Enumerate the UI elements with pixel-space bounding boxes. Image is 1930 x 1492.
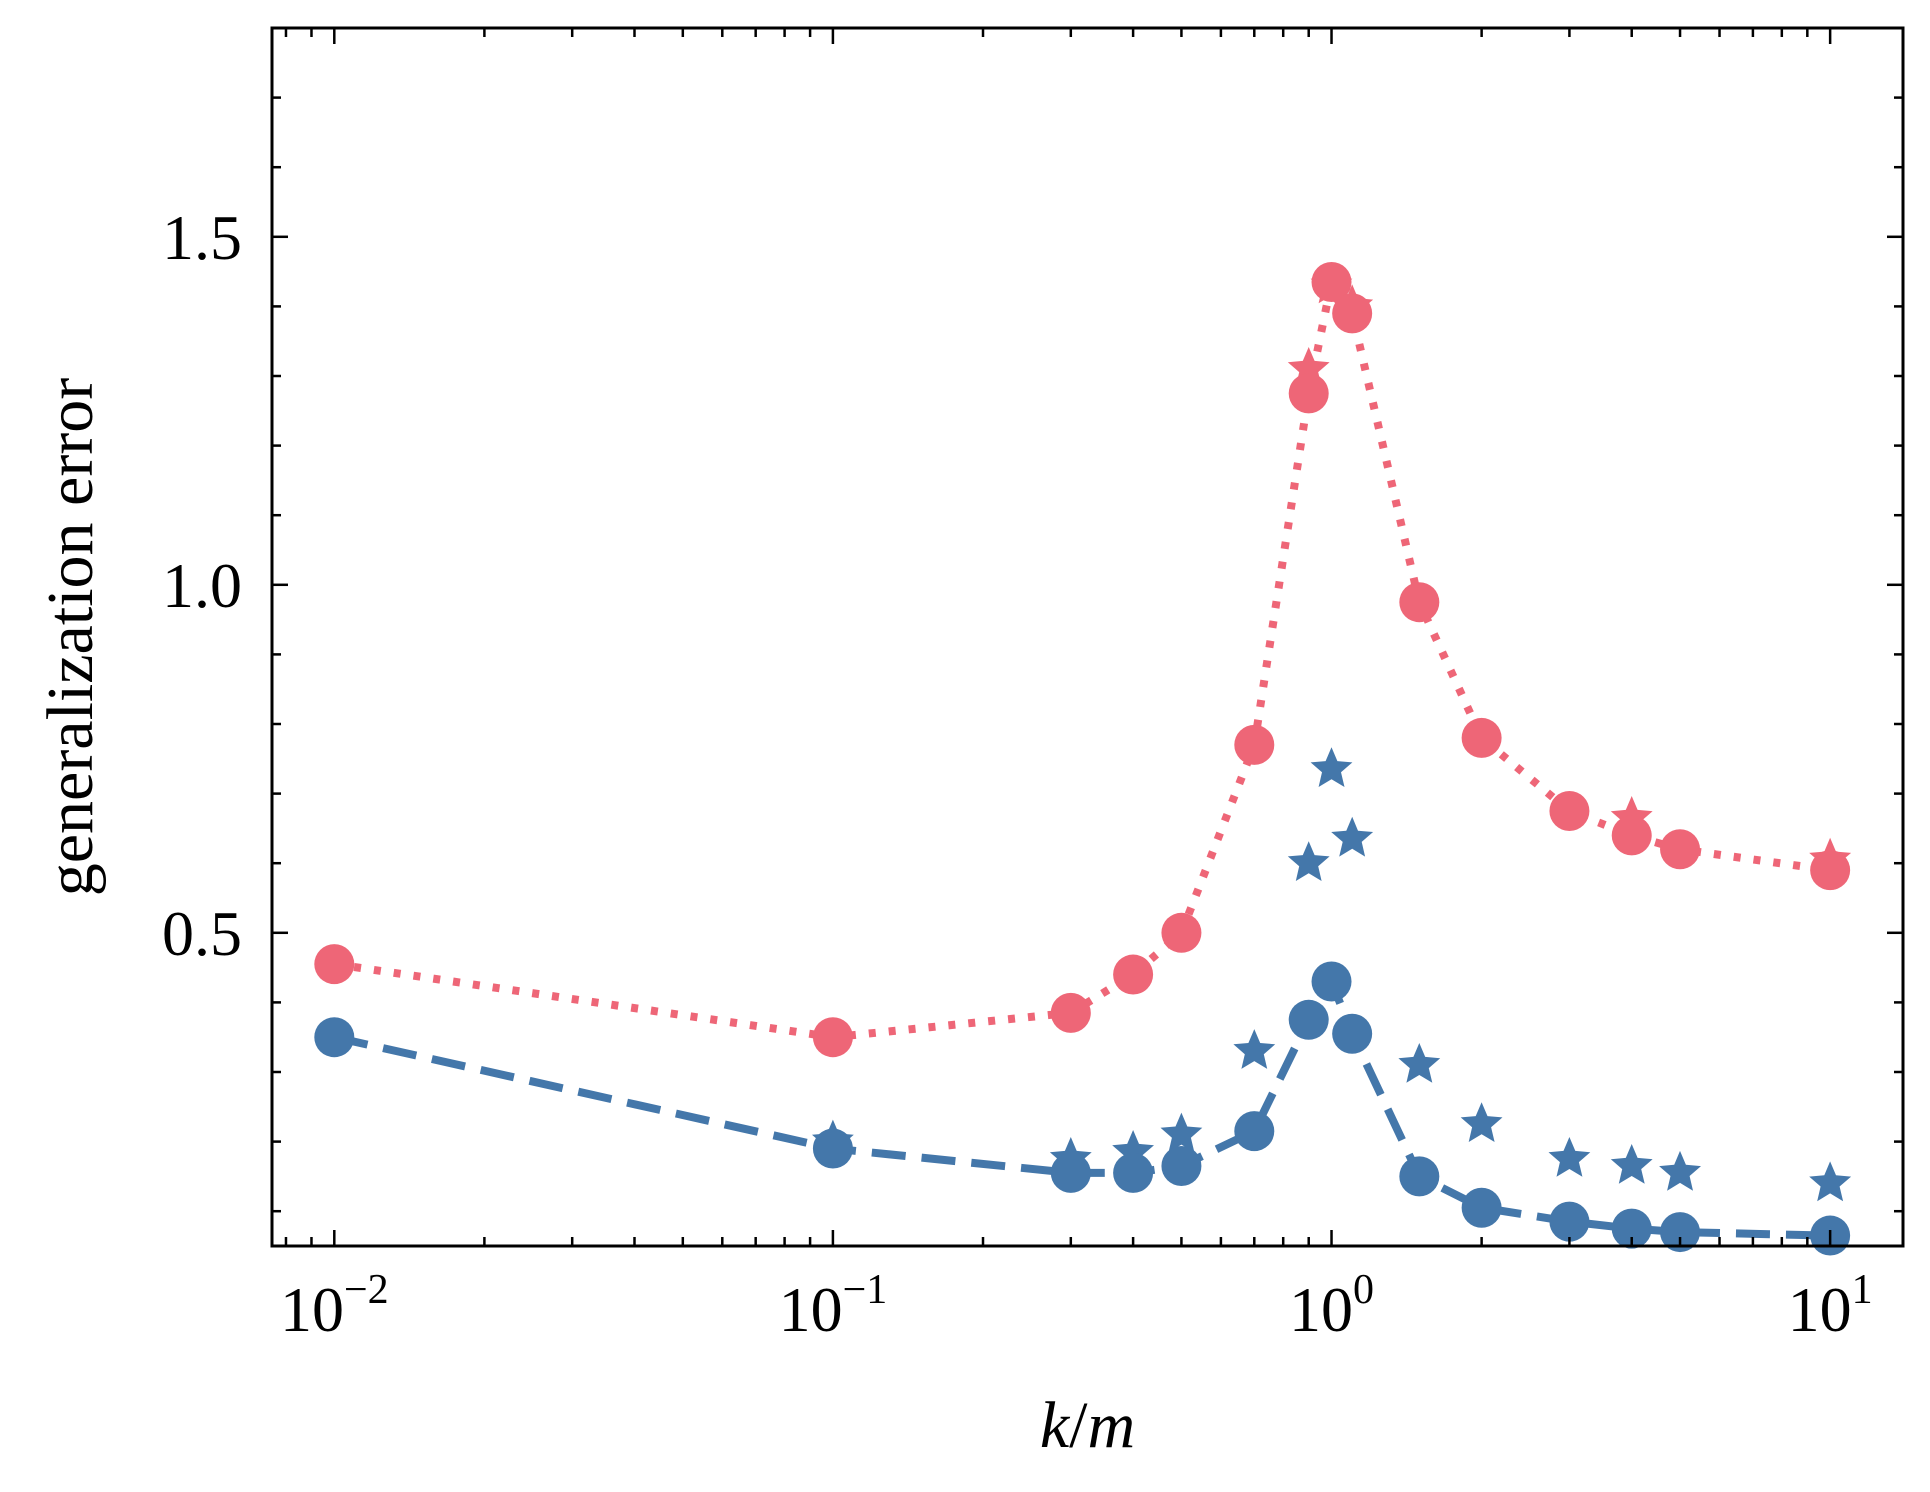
- circle-marker: [1611, 815, 1652, 856]
- circle-marker: [812, 1128, 853, 1169]
- y-tick-label: 1.5: [162, 202, 242, 273]
- circle-marker: [1113, 1152, 1154, 1193]
- star-marker: [1233, 1029, 1276, 1069]
- star-marker: [1659, 1150, 1701, 1191]
- circle-marker: [1549, 791, 1590, 831]
- star-marker: [1331, 816, 1374, 857]
- circle-marker: [1050, 992, 1091, 1033]
- star-marker: [1160, 1112, 1203, 1153]
- star-marker: [1460, 1102, 1503, 1142]
- x-tick-label-base: 10: [1289, 1274, 1353, 1345]
- y-axis-title: generalization error: [34, 378, 107, 897]
- x-axis-title-sep: /: [1069, 1389, 1088, 1462]
- x-tick-label-exponent: −2: [344, 1267, 389, 1313]
- circle-marker: [1660, 1212, 1701, 1253]
- star-marker: [1610, 1144, 1653, 1184]
- x-tick-label-exponent: 0: [1353, 1267, 1374, 1313]
- circle-marker: [1113, 954, 1154, 995]
- y-tick-label: 1.0: [162, 550, 242, 621]
- circle-marker: [812, 1017, 853, 1058]
- circle-marker: [1288, 999, 1329, 1040]
- circle-marker: [1332, 293, 1373, 334]
- circle-marker: [1660, 829, 1701, 870]
- x-tick-label: 100: [1289, 1267, 1374, 1345]
- y-tick-label: 0.5: [162, 898, 242, 969]
- circle-marker: [1611, 1208, 1652, 1249]
- x-tick-label-base: 10: [280, 1274, 344, 1345]
- circle-marker: [1288, 373, 1329, 414]
- series-layer: [314, 262, 1852, 1256]
- circle-marker: [1234, 724, 1275, 765]
- circle-marker: [1399, 582, 1440, 623]
- x-tick-label: 10−2: [280, 1267, 389, 1345]
- circle-marker: [1461, 1187, 1502, 1228]
- x-axis-title-var1: k: [1040, 1389, 1071, 1462]
- circle-marker: [1311, 961, 1352, 1002]
- circle-marker: [314, 944, 355, 985]
- x-axis-title: k/m: [1040, 1389, 1135, 1462]
- circle-marker: [1549, 1201, 1590, 1242]
- circle-marker: [1050, 1152, 1091, 1193]
- x-tick-label-exponent: 1: [1852, 1267, 1873, 1313]
- circle-marker: [1332, 1013, 1373, 1054]
- x-tick-label: 10−1: [779, 1267, 888, 1345]
- star-marker: [1398, 1043, 1441, 1083]
- star-marker: [1287, 841, 1330, 881]
- star-marker: [1310, 747, 1353, 787]
- circle-marker: [1810, 850, 1851, 891]
- circle-marker: [1161, 1145, 1202, 1186]
- x-tick-label-base: 10: [779, 1274, 843, 1345]
- x-axis-title-var2: m: [1087, 1389, 1135, 1462]
- star-marker: [1809, 1161, 1852, 1202]
- star-marker: [1548, 1137, 1591, 1177]
- circle-marker: [1311, 262, 1352, 303]
- circle-marker: [1399, 1156, 1440, 1197]
- circle-marker: [1234, 1111, 1275, 1152]
- x-tick-label-exponent: −1: [843, 1267, 888, 1313]
- x-tick-label-base: 10: [1788, 1274, 1852, 1345]
- plot-frame: [270, 26, 1905, 1248]
- circle-marker: [1161, 912, 1202, 953]
- circle-marker: [1461, 717, 1502, 758]
- circle-marker: [314, 1017, 355, 1058]
- x-tick-label: 101: [1788, 1267, 1873, 1345]
